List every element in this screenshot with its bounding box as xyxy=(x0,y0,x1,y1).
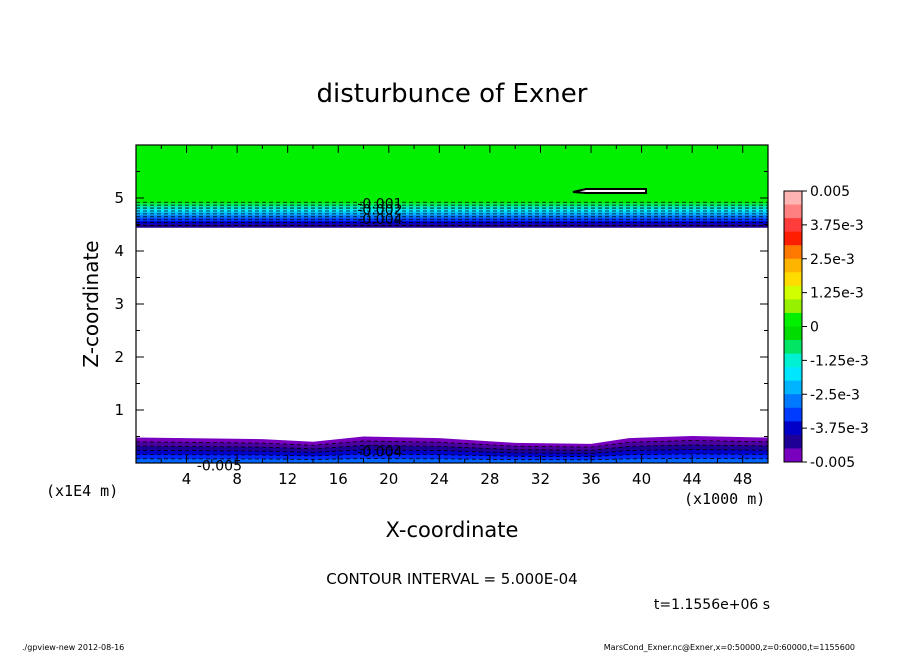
contour-label: -0.004 xyxy=(357,444,402,460)
chart-title: disturbunce of Exner xyxy=(317,79,588,109)
y-tick-label: 2 xyxy=(114,348,124,366)
x-unit-left: (x1E4 m) xyxy=(46,482,118,500)
y-axis-label: Z-coordinate xyxy=(79,240,103,367)
contour-label: -0.001 xyxy=(357,196,402,212)
footer-right: MarsCond_Exner.nc@Exner,x=0:50000,z=0:60… xyxy=(604,643,855,652)
colorbar-swatch xyxy=(784,448,802,463)
contour-label: -0.004 xyxy=(357,212,402,228)
axis-ticks xyxy=(136,145,768,463)
colorbar-swatch xyxy=(784,407,802,422)
colorbar-swatch xyxy=(784,245,802,260)
lower-contour-band xyxy=(136,458,768,463)
plot-area xyxy=(136,145,768,463)
colorbar-label: -3.75e-3 xyxy=(810,421,869,437)
colorbar-swatch xyxy=(784,340,802,354)
x-tick-label: 4 xyxy=(182,470,192,488)
y-tick-labels: 1 2 3 4 5 xyxy=(114,189,124,419)
colorbar-label: -2.5e-3 xyxy=(810,387,860,403)
x-tick-label: 36 xyxy=(581,470,600,488)
colorbar-swatch xyxy=(784,326,802,341)
y-tick-label: 1 xyxy=(114,401,124,419)
colorbar-swatch xyxy=(784,285,802,300)
colorbar-swatch xyxy=(784,191,802,205)
colorbar-swatch xyxy=(784,204,802,219)
colorbar-swatch xyxy=(784,218,802,233)
colorbar-label: 1.25e-3 xyxy=(810,286,864,302)
colorbar-label: 2.5e-3 xyxy=(810,252,855,268)
colorbar-swatch xyxy=(784,299,802,314)
colorbar-swatch xyxy=(784,258,802,273)
y-tick-label: 3 xyxy=(114,295,124,313)
x-unit-right: (x1000 m) xyxy=(684,490,765,508)
colorbar-swatch xyxy=(784,434,802,449)
footer-left: ./gpview-new 2012-08-16 xyxy=(22,643,124,652)
contour-line xyxy=(136,440,768,448)
contour-label: -0.002 xyxy=(357,203,402,219)
colorbar-label: 0.005 xyxy=(810,184,850,200)
colorbar-swatch xyxy=(784,231,802,246)
upper-contour-bands xyxy=(136,145,768,228)
time-label: t=1.1556e+06 s xyxy=(654,597,770,613)
y-tick-label: 4 xyxy=(114,242,124,260)
x-tick-label: 8 xyxy=(232,470,242,488)
x-tick-label: 40 xyxy=(632,470,651,488)
x-tick-label: 44 xyxy=(683,470,702,488)
colorbar-label: 3.75e-3 xyxy=(810,218,864,234)
x-tick-labels: 4 8 12 16 20 24 28 32 36 40 44 48 xyxy=(182,470,752,488)
x-tick-label: 24 xyxy=(430,470,449,488)
y-tick-label: 5 xyxy=(114,189,124,207)
colorbar-swatch xyxy=(784,380,802,395)
contour-line xyxy=(136,444,768,451)
contour-labels: -0.001-0.002-0.004-0.004-0.005 xyxy=(197,196,403,474)
x-tick-label: 32 xyxy=(531,470,550,488)
colorbar-swatch xyxy=(784,272,802,287)
x-axis-label: X-coordinate xyxy=(386,518,519,542)
contour-lines xyxy=(136,201,768,461)
contour-interval-label: CONTOUR INTERVAL = 5.000E-04 xyxy=(326,570,577,588)
arrow-annotation xyxy=(572,188,647,194)
colorbar-swatch xyxy=(784,353,802,368)
x-tick-label: 12 xyxy=(278,470,297,488)
lower-contour-bands xyxy=(136,435,768,463)
x-tick-label: 16 xyxy=(329,470,348,488)
colorbar-label: 0 xyxy=(810,320,819,336)
x-tick-label: 20 xyxy=(379,470,398,488)
colorbar-label: -0.005 xyxy=(810,455,855,471)
x-tick-label: 48 xyxy=(733,470,752,488)
colorbar xyxy=(783,190,803,463)
colorbar-swatch xyxy=(784,394,802,409)
colorbar-label: -1.25e-3 xyxy=(810,353,869,369)
colorbar-swatch xyxy=(784,367,802,382)
colorbar-swatch xyxy=(784,421,802,436)
colorbar-swatch xyxy=(784,312,802,327)
x-tick-label: 28 xyxy=(480,470,499,488)
colorbar-labels: 0.005 3.75e-3 2.5e-3 1.25e-3 0 -1.25e-3 -2.5e-… xyxy=(802,184,869,471)
